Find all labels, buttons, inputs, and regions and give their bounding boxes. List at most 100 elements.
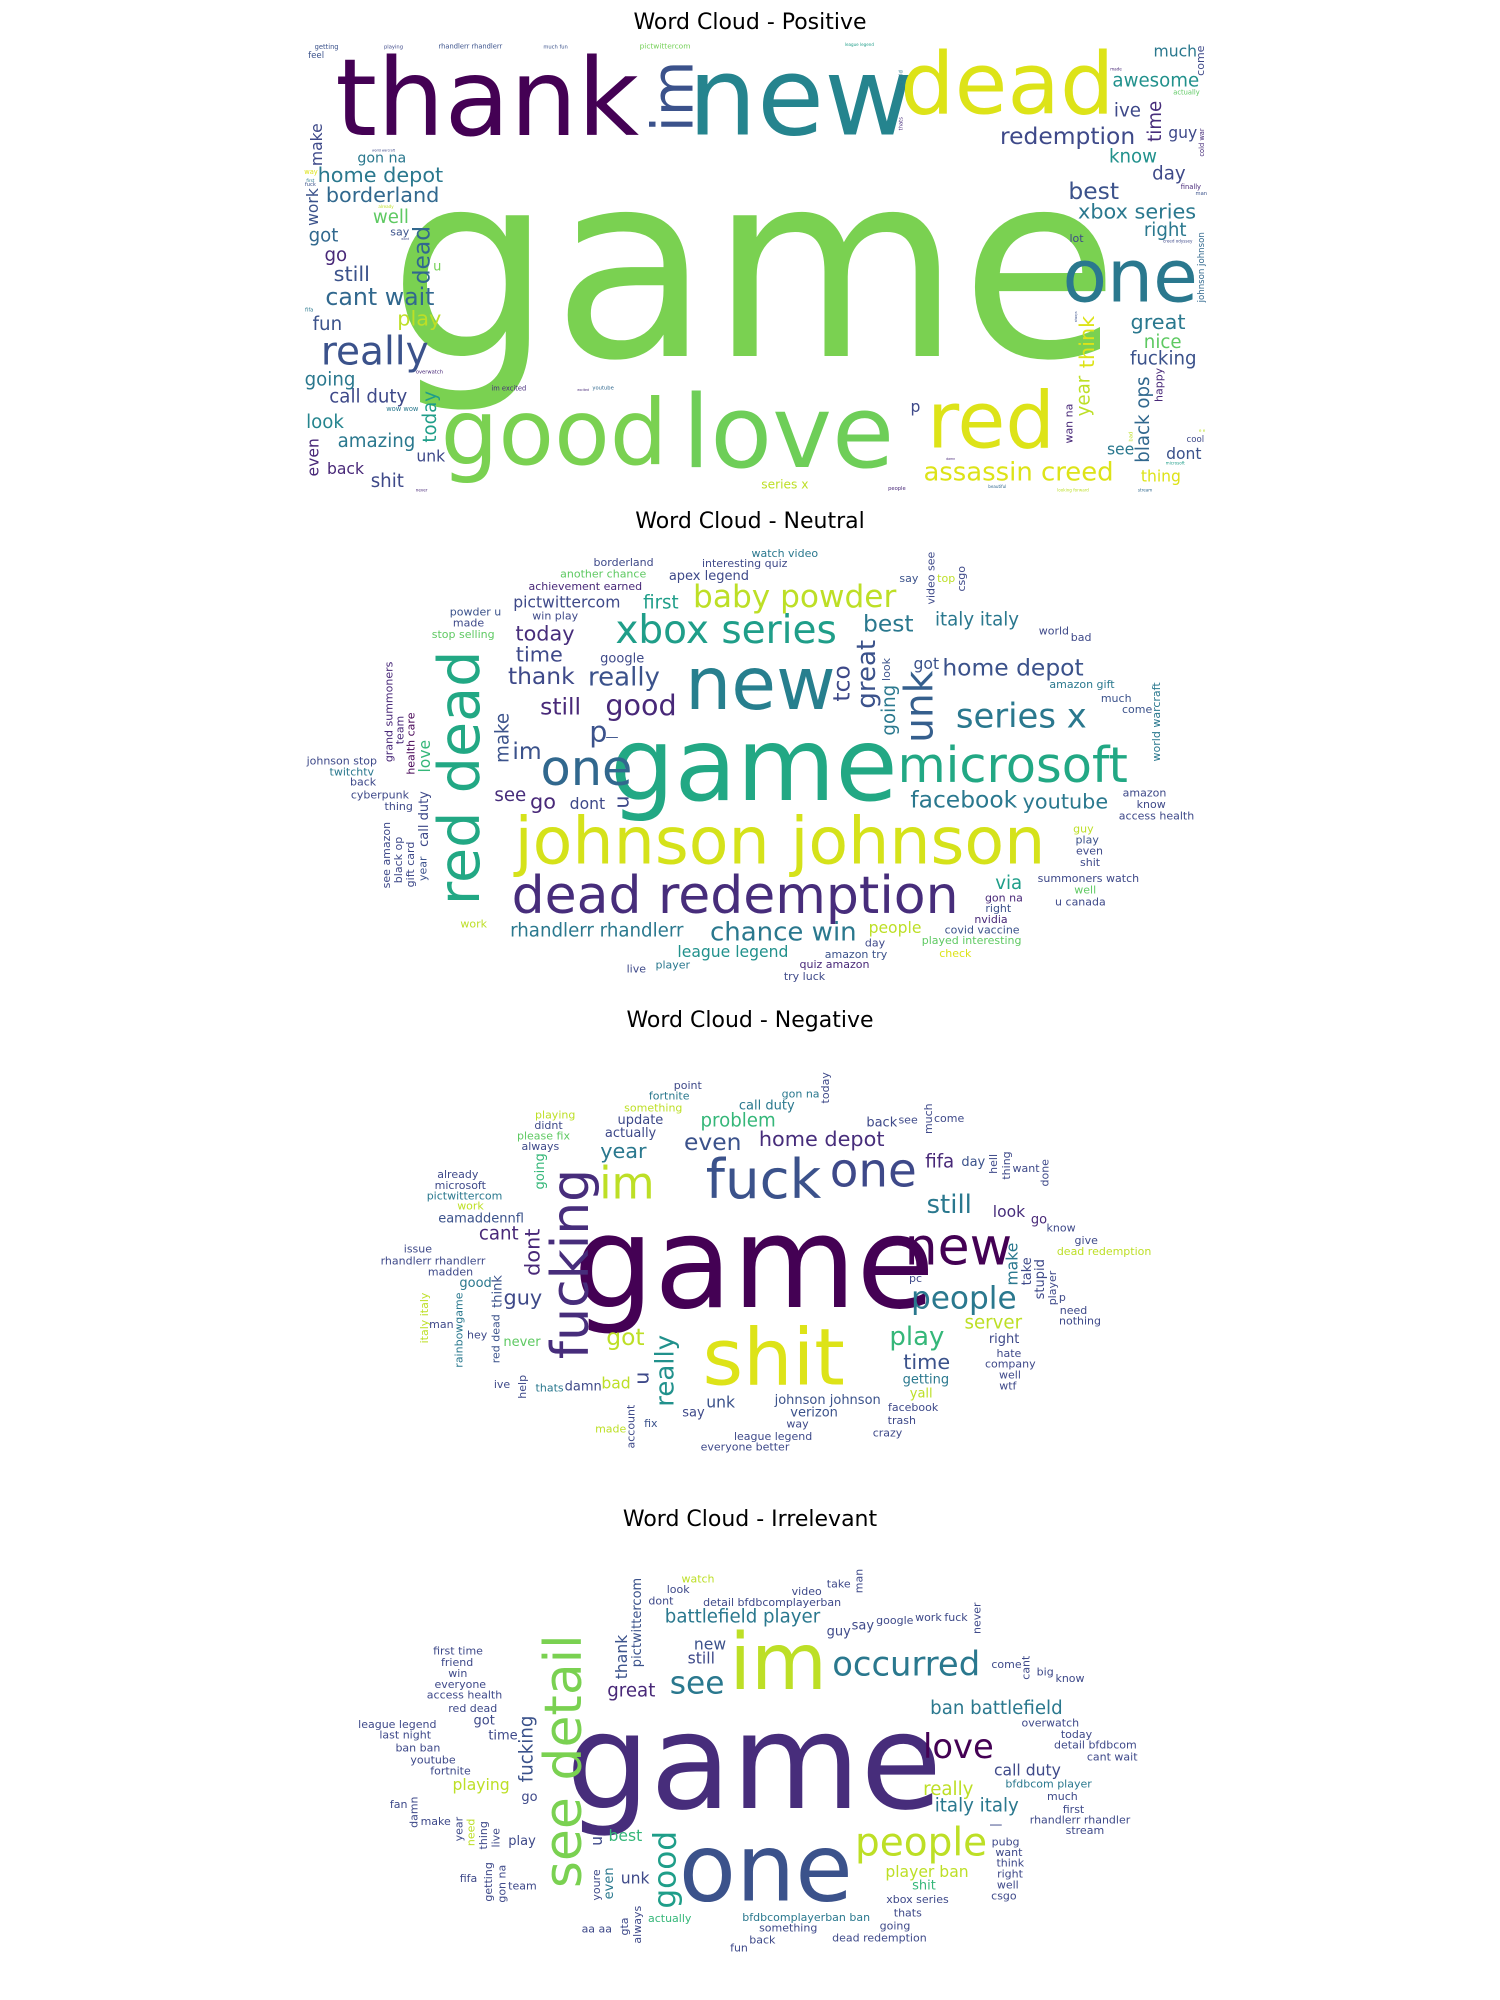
cloud-word: thing [1141, 468, 1181, 486]
cloud-word: bad [601, 1374, 630, 1392]
cloud-word: chance win [710, 918, 857, 948]
cloud-word: need [1060, 1304, 1088, 1317]
cloud-word: crazy [873, 1427, 903, 1440]
cloud-word: want [995, 1846, 1023, 1859]
cloud-word: trash [888, 1414, 916, 1427]
cloud-word: going [533, 1153, 548, 1189]
cloud-word: pictwittercom [630, 1578, 645, 1667]
cloud-word: red dead [427, 651, 493, 906]
cloud-word: pictwittercom [640, 42, 691, 51]
cloud-word: love [416, 740, 434, 773]
cloud-word: need [465, 1819, 478, 1847]
cloud-word: microsoft [1166, 461, 1185, 466]
cloud-word: give [1075, 1234, 1099, 1247]
cloud-word: assassin creed [923, 458, 1113, 488]
cloud-word: go [521, 1790, 537, 1805]
cloud-word: got [309, 226, 339, 247]
cloud-word: player [1046, 1270, 1059, 1305]
cloud-word: win [448, 1667, 467, 1680]
cloud-word: never [503, 1335, 541, 1350]
cloud-word: u [629, 1372, 653, 1385]
cloud-word: see detail [534, 1634, 594, 1888]
cloud-word: shit [1080, 856, 1101, 869]
cloud-word: csgo [991, 1889, 1017, 1902]
cloud-word: youtube [592, 385, 613, 391]
cloud-word: — [606, 730, 619, 745]
cloud-word: detail bfdbcomplayerban [703, 1596, 841, 1609]
cloud-word: even [1076, 845, 1103, 858]
cloud-word: fifa [305, 308, 313, 314]
cloud-word: bad [1129, 432, 1135, 442]
cloud-word: game [573, 1190, 934, 1338]
cloud-word: apex legend [669, 569, 749, 584]
cloud-word: johnson johnson [774, 1393, 881, 1408]
cloud-word: come [934, 1112, 964, 1125]
cloud-word: guy [827, 1625, 851, 1640]
cloud-word: look [306, 412, 344, 433]
cloud-word: covid vaccine [945, 924, 1020, 937]
cloud-word: people [911, 1281, 1017, 1317]
cloud-word: baby powder [693, 579, 896, 615]
cloud-word: say [899, 572, 918, 585]
cloud-word: youre [590, 1869, 603, 1900]
cloud-word: ive [1114, 101, 1141, 122]
cloud-word: company [985, 1358, 1036, 1371]
cloud-word: call duty [994, 1761, 1061, 1779]
cloud-word: play [889, 1322, 944, 1352]
cloud-word: take [1020, 1257, 1035, 1285]
cloud-word: play [397, 307, 441, 331]
cloud-word: day [961, 1155, 985, 1170]
cloud-word: really [321, 329, 429, 374]
cloud-word: amazon [1123, 787, 1167, 800]
cloud-word: time [1145, 101, 1166, 142]
cloud-word: play [508, 1834, 536, 1849]
cloud-word: say [852, 1618, 875, 1633]
cloud-word: right [1144, 220, 1187, 241]
cloud-word: even [304, 438, 322, 476]
cloud-word: one [679, 1815, 853, 1924]
cloud-word: fifa [460, 1872, 478, 1885]
cloud-word: gon na [496, 1865, 509, 1903]
cloud-word: good [647, 1831, 683, 1909]
cloud-word: looking forward [1057, 488, 1089, 493]
cloud-word: fortnite [430, 1765, 471, 1778]
cloud-word: facebook [910, 786, 1017, 814]
cloud-word: cant wait [325, 283, 434, 311]
cloud-word: u [588, 1836, 606, 1846]
cloud-word: new [694, 1635, 726, 1653]
cloud-word: getting [315, 43, 339, 51]
cloud-word: time [488, 1728, 517, 1743]
cloud-word: much [1101, 692, 1132, 705]
cloud-word: way [304, 168, 318, 176]
cloud-word: powder u [450, 605, 501, 618]
cloud-word: good [459, 1276, 491, 1291]
cloud-word: thank [508, 662, 575, 690]
cloud-word: work [457, 1200, 484, 1213]
cloud-word: look [667, 1583, 691, 1596]
cloud-word: excited [577, 388, 589, 392]
cloud-word: year [600, 1139, 647, 1163]
cloud-word: player [656, 958, 691, 971]
cloud-word: italy italy [935, 610, 1019, 631]
cloud-word: rhandlerr rhandler [1030, 1813, 1131, 1826]
cloud-word: work [304, 188, 322, 226]
cloud-word: good [441, 381, 668, 486]
cloud-word: cyberpunk [351, 788, 410, 801]
cloud-word: im [641, 60, 707, 132]
cloud-word: video see [925, 551, 938, 604]
cloud-word: another chance [560, 568, 646, 581]
cloud-word: server [965, 1312, 1023, 1333]
cloud-word: playing [453, 1776, 510, 1794]
cloud-word: fucking [1130, 349, 1197, 370]
cloud-word: team [393, 716, 406, 745]
cloud-word: game [566, 1686, 942, 1840]
cloud-word: going [879, 685, 900, 736]
cloud-word: verizon [790, 1405, 838, 1420]
cloud-word: unk [416, 447, 445, 465]
cloud-word: fucking [517, 1716, 538, 1783]
cloud-word: make [493, 713, 514, 763]
cloud-word: much fun [543, 45, 568, 51]
cloud-word: ive [494, 1378, 511, 1391]
cloud-word: good [605, 688, 676, 722]
cloud-word: cant [479, 1224, 519, 1245]
